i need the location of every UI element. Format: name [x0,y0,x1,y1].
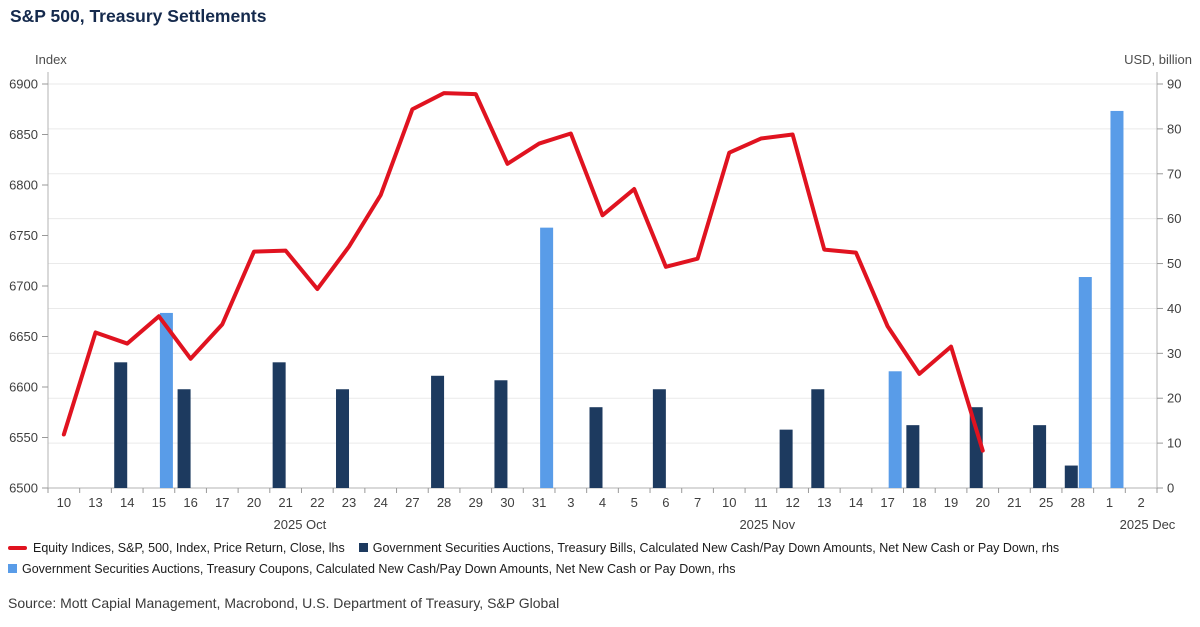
legend-item-sp500: Equity Indices, S&P, 500, Index, Price R… [8,541,345,555]
svg-text:80: 80 [1167,121,1181,136]
svg-text:6600: 6600 [9,380,38,395]
svg-text:21: 21 [1007,495,1021,510]
svg-text:6550: 6550 [9,430,38,445]
svg-text:50: 50 [1167,256,1181,271]
svg-text:70: 70 [1167,166,1181,181]
svg-text:13: 13 [817,495,831,510]
svg-text:6650: 6650 [9,329,38,344]
svg-text:20: 20 [247,495,261,510]
svg-text:6500: 6500 [9,481,38,496]
svg-text:28: 28 [437,495,451,510]
svg-text:4: 4 [599,495,606,510]
svg-text:27: 27 [405,495,419,510]
svg-text:60: 60 [1167,211,1181,226]
chart-legend: Equity Indices, S&P, 500, Index, Price R… [8,537,1194,579]
svg-text:30: 30 [1167,346,1181,361]
legend-label: Government Securities Auctions, Treasury… [372,540,1060,555]
svg-text:24: 24 [373,495,387,510]
svg-text:2: 2 [1138,495,1145,510]
svg-text:14: 14 [120,495,134,510]
svg-text:6800: 6800 [9,178,38,193]
svg-text:20: 20 [1167,391,1181,406]
svg-text:10: 10 [57,495,71,510]
svg-text:7: 7 [694,495,701,510]
svg-text:11: 11 [754,495,768,510]
svg-text:1: 1 [1106,495,1113,510]
square-swatch-icon [358,543,368,552]
svg-text:25: 25 [1039,495,1053,510]
svg-text:10: 10 [1167,436,1181,451]
svg-text:23: 23 [342,495,356,510]
legend-item-treasury-bills: Government Securities Auctions, Treasury… [358,540,1060,555]
legend-row: Equity Indices, S&P, 500, Index, Price R… [8,537,1194,558]
svg-text:2025 Oct: 2025 Oct [274,517,327,532]
svg-text:3: 3 [567,495,574,510]
svg-text:USD, billion: USD, billion [1124,52,1192,67]
svg-text:2025 Nov: 2025 Nov [739,517,795,532]
svg-text:19: 19 [944,495,958,510]
svg-text:21: 21 [278,495,292,510]
legend-row: Government Securities Auctions, Treasury… [8,558,1194,579]
svg-text:31: 31 [532,495,546,510]
svg-text:29: 29 [469,495,483,510]
legend-label: Equity Indices, S&P, 500, Index, Price R… [33,540,345,555]
legend-item-treasury-coupons: Government Securities Auctions, Treasury… [8,562,736,576]
source-note: Source: Mott Capial Management, Macrobon… [8,595,560,611]
svg-text:10: 10 [722,495,736,510]
svg-text:14: 14 [849,495,863,510]
svg-text:30: 30 [500,495,514,510]
svg-text:28: 28 [1071,495,1085,510]
svg-text:18: 18 [912,495,926,510]
svg-text:5: 5 [631,495,638,510]
svg-text:13: 13 [88,495,102,510]
svg-text:6850: 6850 [9,127,38,142]
svg-text:2025 Dec: 2025 Dec [1120,517,1176,532]
legend-label: Government Securities Auctions, Treasury… [22,561,736,576]
svg-text:6700: 6700 [9,279,38,294]
svg-text:16: 16 [183,495,197,510]
svg-text:6: 6 [662,495,669,510]
line-swatch-icon [8,545,27,550]
svg-text:0: 0 [1167,481,1174,496]
chart-title: S&P 500, Treasury Settlements [10,6,267,26]
svg-text:17: 17 [215,495,229,510]
svg-text:17: 17 [880,495,894,510]
square-swatch-icon [8,564,17,573]
svg-text:12: 12 [785,495,799,510]
svg-text:22: 22 [310,495,324,510]
svg-text:Index: Index [35,52,67,67]
svg-text:90: 90 [1167,77,1181,92]
svg-text:20: 20 [975,495,989,510]
chart-plot: 6500655066006650670067506800685069000102… [9,52,1192,532]
svg-text:15: 15 [152,495,166,510]
svg-text:6750: 6750 [9,228,38,243]
svg-text:40: 40 [1167,301,1181,316]
svg-text:6900: 6900 [9,77,38,92]
